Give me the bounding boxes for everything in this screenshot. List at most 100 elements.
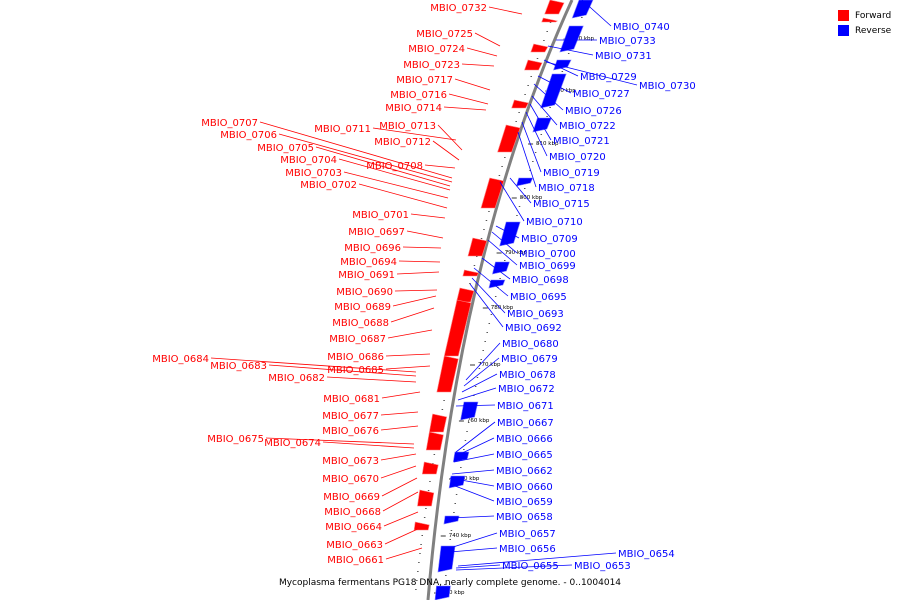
forward-leader-line (380, 411, 419, 416)
reverse-leader-line (449, 547, 498, 553)
forward-label-layer: MBIO_0732 MBIO_0725 MBIO_0724 MBIO_0723 MBIO… (152, 3, 523, 566)
forward-gene-label: MBIO_0685 (327, 365, 384, 376)
minor-tick (416, 580, 418, 581)
caption: Mycoplasma fermentans PG18 DNA, nearly c… (278, 578, 622, 588)
forward-swatch (838, 10, 849, 21)
minor-tick (530, 76, 532, 77)
forward-gene-label: MBIO_0707 (201, 118, 258, 129)
forward-leader-line (358, 183, 448, 209)
minor-tick (474, 386, 477, 387)
minor-tick (473, 265, 476, 266)
reverse-leader-line (517, 131, 537, 188)
reverse-gene-block (559, 25, 584, 53)
minor-tick (485, 220, 488, 221)
minor-tick (445, 575, 447, 576)
forward-gene-label: MBIO_0702 (300, 180, 357, 191)
forward-gene-label: MBIO_0704 (280, 155, 337, 166)
reverse-leader-line (525, 111, 548, 157)
reverse-gene-block (515, 177, 534, 187)
minor-tick (467, 422, 470, 423)
forward-gene-block (530, 43, 549, 53)
minor-tick (532, 161, 534, 162)
minor-tick (529, 170, 531, 171)
reverse-gene-label: MBIO_0656 (499, 544, 556, 555)
minor-tick (425, 508, 427, 509)
reverse-leader-line (451, 469, 495, 475)
minor-tick (450, 530, 453, 531)
forward-leader-line (398, 260, 441, 263)
forward-gene-label: MBIO_0706 (220, 130, 277, 141)
minor-tick (423, 517, 426, 518)
forward-gene-label: MBIO_0683 (210, 361, 267, 372)
reverse-gene-label: MBIO_0680 (502, 339, 559, 350)
forward-gene-label: MBIO_0694 (340, 257, 397, 268)
forward-gene-label: MBIO_0724 (408, 44, 465, 55)
reverse-leader-line (487, 239, 518, 266)
forward-leader-line (265, 437, 415, 445)
forward-leader-line (402, 246, 442, 249)
reverse-gene-block (540, 73, 567, 109)
forward-leader-line (322, 441, 415, 449)
reverse-gene-label: MBIO_0657 (499, 529, 556, 540)
forward-gene-label: MBIO_0701 (352, 210, 409, 221)
reverse-leader-line (495, 225, 520, 239)
reverse-gene-label: MBIO_0715 (533, 199, 590, 210)
minor-tick (488, 323, 491, 324)
reverse-leader-line (529, 103, 552, 141)
forward-gene-label: MBIO_0689 (334, 302, 391, 313)
minor-tick (469, 283, 471, 284)
forward-gene-label: MBIO_0681 (323, 394, 380, 405)
forward-gene-label: MBIO_0714 (385, 103, 442, 114)
backbone-arc (426, 0, 574, 600)
forward-gene-label: MBIO_0661 (327, 555, 384, 566)
forward-gene-label: MBIO_0725 (416, 29, 473, 40)
forward-gene-label: MBIO_0674 (264, 438, 321, 449)
reverse-leader-line (449, 477, 495, 487)
reverse-gene-label: MBIO_0700 (519, 249, 576, 260)
reverse-leader-line (537, 75, 572, 94)
reverse-gene-label: MBIO_0671 (497, 401, 554, 412)
reverse-gene-label: MBIO_0659 (496, 497, 553, 508)
minor-tick (455, 494, 458, 495)
minor-tick (432, 463, 434, 464)
forward-leader-line (392, 295, 437, 307)
minor-tick (449, 539, 451, 540)
forward-gene-label: MBIO_0669 (323, 492, 380, 503)
minor-tick (453, 512, 455, 513)
minor-tick (476, 256, 478, 257)
reverse-gene-label: MBIO_0654 (618, 549, 675, 560)
reverse-leader-line (449, 532, 498, 549)
forward-gene-block (541, 17, 558, 23)
forward-gene-block (413, 521, 430, 531)
feature-layer (413, 0, 594, 600)
forward-gene-label: MBIO_0712 (374, 137, 431, 148)
forward-gene-label: MBIO_0708 (366, 161, 423, 172)
minor-tick (429, 481, 431, 482)
reverse-gene-label: MBIO_0660 (496, 482, 553, 493)
minor-tick (482, 350, 484, 351)
legend-label-reverse: Reverse (855, 25, 892, 36)
forward-gene-block (462, 269, 479, 277)
minor-tick (516, 215, 518, 216)
reverse-leader-line (449, 515, 495, 519)
forward-leader-line (383, 511, 419, 527)
reverse-gene-block (553, 59, 572, 71)
minor-tick (480, 238, 483, 239)
scale-label: 740 kbp (449, 533, 472, 539)
forward-leader-line (278, 133, 453, 183)
minor-tick (540, 134, 543, 135)
minor-tick (433, 454, 436, 455)
minor-tick (561, 71, 564, 72)
forward-leader-line (396, 271, 440, 275)
forward-gene-label: MBIO_0687 (329, 334, 386, 345)
legend: Forward Reverse (838, 8, 891, 38)
minor-tick (501, 166, 503, 167)
forward-gene-label: MBIO_0686 (327, 352, 384, 363)
minor-tick (420, 544, 422, 545)
forward-leader-line (384, 527, 421, 545)
minor-tick (523, 188, 526, 189)
minor-tick (506, 251, 508, 252)
forward-gene-block (443, 299, 472, 357)
reverse-gene-label: MBIO_0693 (507, 309, 564, 320)
